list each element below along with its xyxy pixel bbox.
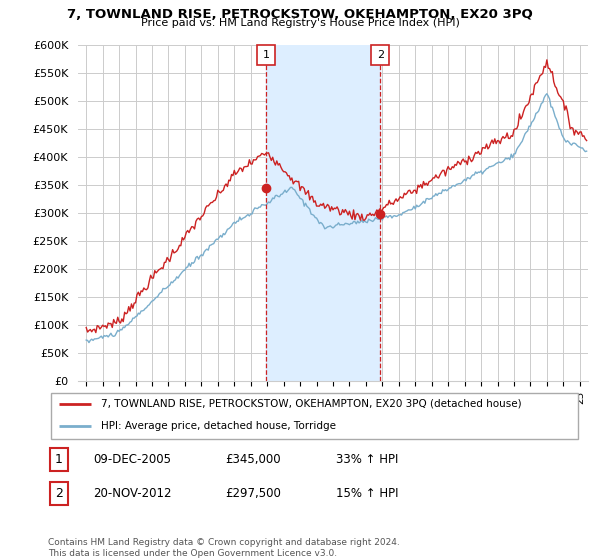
- Text: Price paid vs. HM Land Registry's House Price Index (HPI): Price paid vs. HM Land Registry's House …: [140, 18, 460, 29]
- FancyBboxPatch shape: [50, 449, 68, 471]
- Text: 09-DEC-2005: 09-DEC-2005: [93, 453, 171, 466]
- FancyBboxPatch shape: [50, 482, 68, 505]
- Text: 20-NOV-2012: 20-NOV-2012: [93, 487, 172, 500]
- Text: 2: 2: [377, 50, 384, 60]
- FancyBboxPatch shape: [50, 393, 578, 438]
- Text: 33% ↑ HPI: 33% ↑ HPI: [336, 453, 398, 466]
- Text: £345,000: £345,000: [225, 453, 281, 466]
- Text: 7, TOWNLAND RISE, PETROCKSTOW, OKEHAMPTON, EX20 3PQ: 7, TOWNLAND RISE, PETROCKSTOW, OKEHAMPTO…: [67, 8, 533, 21]
- FancyBboxPatch shape: [371, 45, 389, 65]
- Text: 15% ↑ HPI: 15% ↑ HPI: [336, 487, 398, 500]
- Text: 7, TOWNLAND RISE, PETROCKSTOW, OKEHAMPTON, EX20 3PQ (detached house): 7, TOWNLAND RISE, PETROCKSTOW, OKEHAMPTO…: [101, 399, 522, 409]
- Text: 1: 1: [55, 453, 63, 466]
- FancyBboxPatch shape: [257, 45, 275, 65]
- Text: HPI: Average price, detached house, Torridge: HPI: Average price, detached house, Torr…: [101, 421, 337, 431]
- Text: Contains HM Land Registry data © Crown copyright and database right 2024.
This d: Contains HM Land Registry data © Crown c…: [48, 538, 400, 558]
- Bar: [266, 45, 380, 381]
- Text: 1: 1: [262, 50, 269, 60]
- Text: 2: 2: [55, 487, 63, 500]
- Text: £297,500: £297,500: [225, 487, 281, 500]
